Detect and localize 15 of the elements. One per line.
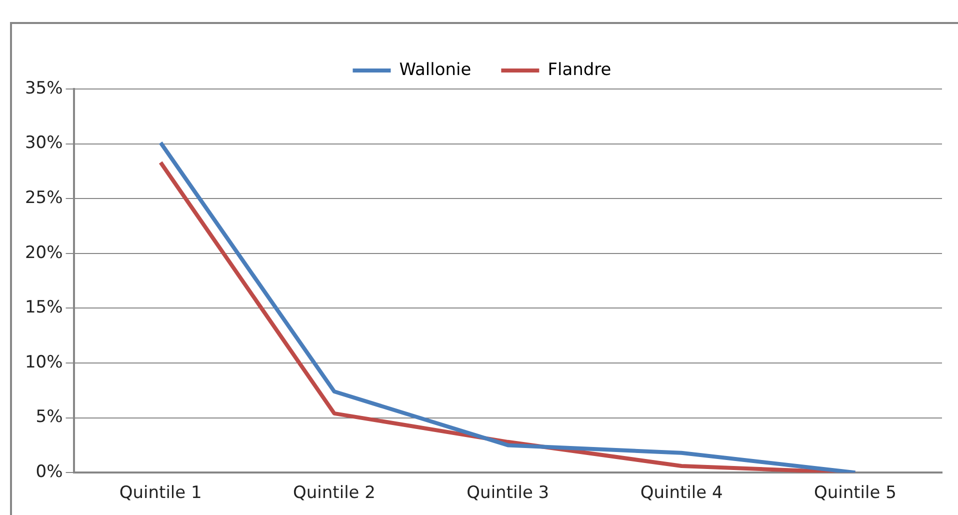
legend-label: Wallonie [399,60,472,80]
x-tick-label: Quintile 5 [814,483,896,504]
x-tick-label: Quintile 2 [293,483,376,504]
y-tick-label: 0% [36,462,63,482]
x-tick-label: Quintile 4 [640,483,723,504]
y-tick-label: 35% [24,78,63,98]
legend-label: Flandre [548,60,612,80]
y-tick-label: 15% [24,298,63,318]
y-tick-label: 10% [24,352,63,372]
y-tick-label: 20% [24,242,63,263]
y-tick-label: 30% [24,133,63,154]
x-tick-label: Quintile 1 [119,483,202,504]
y-tick-label: 25% [24,188,63,208]
x-tick-label: Quintile 3 [466,483,550,504]
y-tick-label: 5% [36,407,63,428]
